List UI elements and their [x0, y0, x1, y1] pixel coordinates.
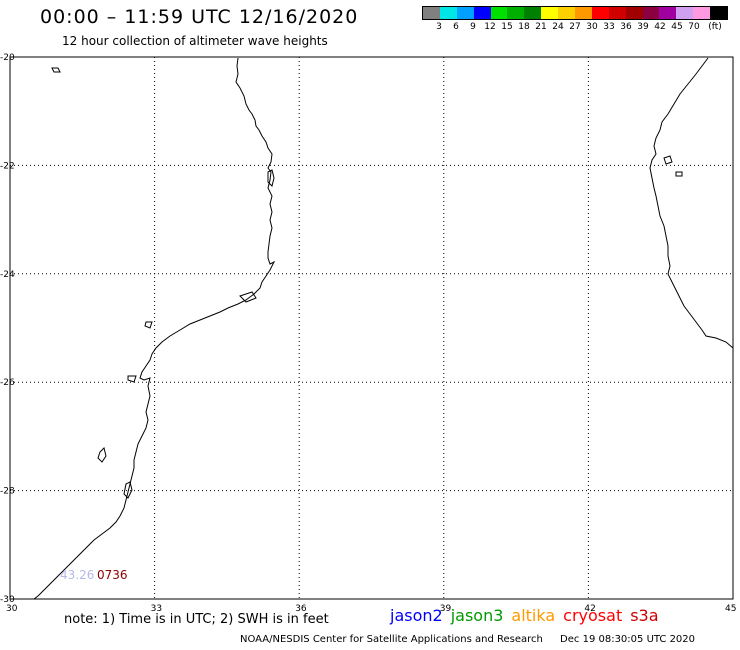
- coast-detail-b: [127, 375, 137, 383]
- legend-swatch: [490, 7, 508, 19]
- longitude-label: 36: [295, 604, 307, 614]
- coast-detail-d: [239, 291, 257, 303]
- coastline-madagascar: [649, 57, 734, 349]
- legend-label: 33: [603, 22, 615, 32]
- latitude-label: -24: [0, 270, 15, 280]
- page-subtitle: 12 hour collection of altimeter wave hei…: [62, 34, 328, 48]
- longitude-labels: 30 33 36 39 42 45: [6, 604, 736, 614]
- legend-label: 12: [484, 22, 496, 32]
- gridlines: [10, 57, 733, 599]
- observation-value-faint: 43.26: [60, 568, 95, 582]
- satellite-jason2: jason2: [390, 606, 443, 625]
- observation-time: 0736: [97, 568, 128, 582]
- coast-detail-madagascar: [675, 171, 683, 177]
- legend-swatch: [541, 7, 559, 19]
- legend-label: 42: [654, 22, 666, 32]
- legend-swatch: [625, 7, 643, 19]
- legend-label: 9: [470, 22, 476, 32]
- satellite-s3a: s3a: [630, 606, 659, 625]
- legend-swatch: [456, 7, 474, 19]
- latitude-labels: -20 -22 -24 -26 -28 -30: [0, 53, 15, 605]
- legend-swatch: [710, 7, 728, 19]
- longitude-label: 30: [6, 604, 18, 614]
- coastline-mozambique: [33, 57, 276, 600]
- legend-label: 27: [569, 22, 581, 32]
- island-madagascar-west: [663, 155, 673, 165]
- coast-detail-a: [97, 447, 107, 463]
- coast-detail-c: [144, 321, 153, 329]
- footer-timestamp: Dec 19 08:30:05 UTC 2020: [560, 634, 696, 645]
- legend-swatch: [642, 7, 660, 19]
- satellite-altika: altika: [511, 606, 556, 625]
- island-inhaca: [123, 481, 133, 499]
- legend-label: 18: [518, 22, 530, 32]
- longitude-label: 39: [440, 604, 452, 614]
- legend-swatch: [659, 7, 677, 19]
- legend-swatch: [473, 7, 491, 19]
- latitude-label: -30: [0, 595, 15, 605]
- legend-swatch: [575, 7, 592, 19]
- island-bazaruto: [267, 169, 275, 187]
- legend-swatch: [524, 7, 542, 19]
- satellite-legend: jason2 jason3 altika cryosat s3a: [390, 606, 667, 625]
- latitude-label: -28: [0, 487, 15, 497]
- legend-label: 6: [453, 22, 459, 32]
- legend-swatch: [693, 7, 711, 19]
- legend-swatch: [558, 7, 576, 19]
- footer: NOAA/NESDIS Center for Satellite Applica…: [240, 634, 695, 645]
- legend-label: (ft): [708, 22, 722, 32]
- legend-label: 39: [637, 22, 649, 32]
- latitude-label: -20: [0, 53, 15, 63]
- note-text: note: 1) Time is in UTC; 2) SWH is in fe…: [64, 612, 329, 627]
- coast-detail-e: [51, 67, 61, 73]
- latitude-label: -26: [0, 378, 15, 388]
- legend-color-bar: [422, 6, 728, 20]
- legend-label: 15: [501, 22, 513, 32]
- legend-label: 45: [671, 22, 683, 32]
- longitude-label: 42: [584, 604, 595, 614]
- legend-swatch: [608, 7, 626, 19]
- wave-height-legend: 3 6 9 12 15 18 21 24 27 30 33 36 39 42 45 70 (ft): [422, 6, 728, 34]
- legend-label: 3: [436, 22, 442, 32]
- legend-swatch: [507, 7, 525, 19]
- legend-swatch: [423, 7, 440, 19]
- satellite-cryosat: cryosat: [563, 606, 623, 625]
- longitude-label: 33: [151, 604, 162, 614]
- footer-agency: NOAA/NESDIS Center for Satellite Applica…: [240, 634, 543, 645]
- satellite-jason3: jason3: [450, 606, 504, 625]
- legend-swatch: [676, 7, 694, 19]
- longitude-label: 45: [725, 604, 736, 614]
- legend-label: 21: [535, 22, 547, 32]
- legend-labels: 3 6 9 12 15 18 21 24 27 30 33 36 39 42 45 70 (ft): [422, 20, 728, 34]
- map-frame: [9, 56, 734, 600]
- legend-swatch: [439, 7, 457, 19]
- legend-label: 36: [620, 22, 632, 32]
- latitude-label: -22: [0, 161, 15, 171]
- legend-label: 24: [552, 22, 564, 32]
- legend-swatch: [591, 7, 609, 19]
- legend-label: 70: [688, 22, 700, 32]
- page-title: 00:00 – 11:59 UTC 12/16/2020: [40, 6, 359, 28]
- legend-label: 30: [586, 22, 598, 32]
